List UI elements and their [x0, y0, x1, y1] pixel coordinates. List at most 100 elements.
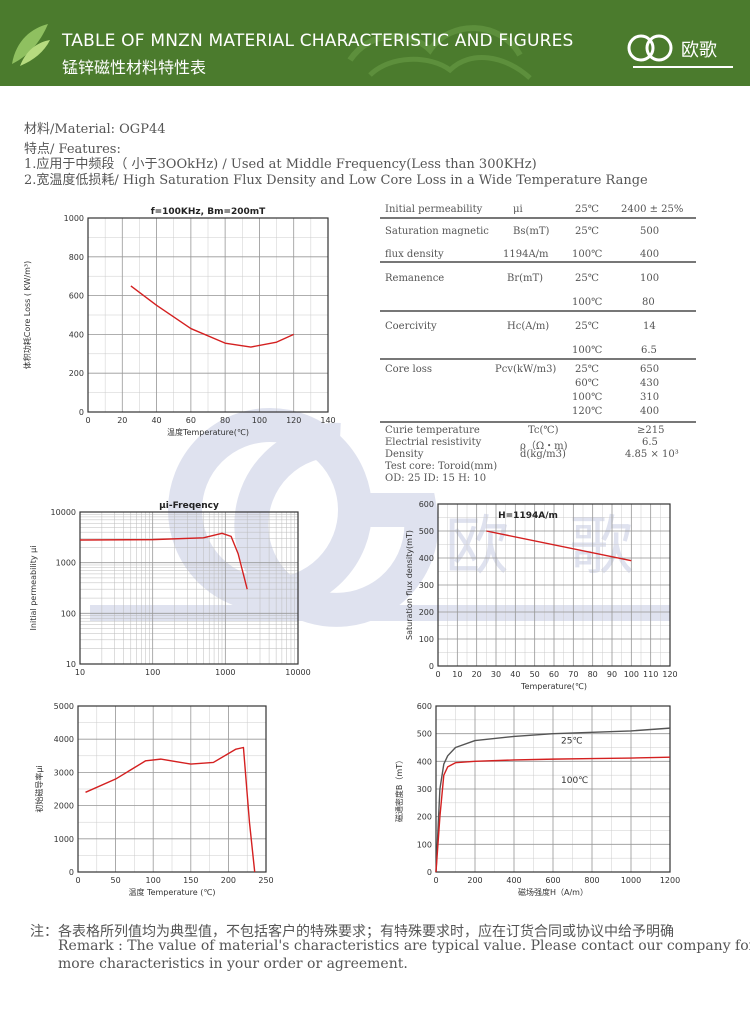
x-tick-label: 100: [145, 668, 160, 677]
y-tick-label: 2000: [54, 802, 74, 811]
saturation-flux-chart: 0 10 20 30 40 50 60 70 80 90 100 110 120 0 100 200 300 40…: [405, 500, 678, 691]
plot-frame: [87, 217, 329, 413]
bh-curve-chart: 0 200 400 600 800 1000 1200 0 100 200 300 400 500 600…: [394, 702, 680, 897]
permeability-frequency-chart: 10 100 1000 10000 10 100 1000 10000 μi-Freqency I…: [29, 501, 311, 677]
y-tick-label: 5000: [54, 702, 74, 711]
prop-row-temp: 25℃: [575, 273, 599, 284]
feature-2: 2.宽温度低损耗/ High Saturation Flux Density a…: [24, 173, 648, 188]
x-tick-label: 100: [146, 876, 161, 885]
x-tick-label: 10000: [285, 668, 310, 677]
prop-extra-value: ≥215: [637, 425, 665, 436]
y-tick-label: 100: [417, 840, 432, 849]
prop-row-value: 2400 ± 25%: [621, 204, 684, 215]
x-tick-label: 0: [85, 416, 90, 425]
y-tick-label: 600: [419, 500, 434, 509]
x-tick-label: 150: [183, 876, 198, 885]
x-axis-label: 温度 Temperature (℃): [129, 887, 216, 897]
features-label: 特点/ Features:: [24, 142, 121, 157]
x-tick-label: 10: [75, 668, 85, 677]
y-tick-label: 200: [417, 813, 432, 822]
prop-extra-symbol: d(kg/m3): [520, 449, 566, 460]
y-tick-label: 100: [419, 635, 434, 644]
y-tick-label: 300: [417, 785, 432, 794]
y-axis-label: 体积功耗Core Loss ( KW/m³): [22, 261, 32, 370]
core-loss-chart: 0 20 40 60 80 100 120 140 0 200 400 600 800 1000 f=100…: [22, 207, 336, 437]
y-tick-label: 0: [429, 662, 434, 671]
bamboo-leaf-icon: [12, 24, 50, 66]
prop-row-value: 6.5: [641, 345, 657, 356]
x-tick-label: 20: [472, 670, 482, 679]
series-line: [130, 285, 295, 348]
core-dimensions: OD: 25 ID: 15 H: 10: [385, 473, 487, 484]
prop-row-value: 14: [643, 321, 656, 332]
prop-row-value: 310: [640, 392, 660, 403]
series-label: 100℃: [561, 776, 588, 786]
x-tick-label: 400: [506, 876, 521, 885]
prop-extra-name: Electrial resistivity: [385, 437, 482, 448]
x-axis-label: Temperature(℃): [520, 682, 587, 691]
y-tick-label: 0: [427, 868, 432, 877]
prop-row-temp: 25℃: [575, 364, 599, 375]
prop-extra-name: Density: [385, 449, 424, 460]
prop-row-name: Initial permeability: [385, 204, 483, 215]
x-tick-label: 140: [320, 416, 335, 425]
prop-row-value: 500: [640, 226, 660, 237]
series-line: [486, 530, 632, 562]
x-tick-label: 90: [607, 670, 617, 679]
prop-row-symbol: Pcv(kW/m3): [495, 364, 557, 375]
series-line: [85, 746, 256, 873]
prop-row-name: Core loss: [385, 364, 433, 375]
material-label: 材料/Material: OGP44: [24, 122, 166, 137]
y-tick-label: 400: [69, 330, 84, 339]
y-tick-label: 10: [66, 660, 76, 669]
prop-row-symbol: Br(mT): [507, 273, 544, 284]
chart-title: f=100KHz, Bm=200mT: [151, 207, 266, 217]
chart-title: μi-Freqency: [159, 501, 219, 511]
x-tick-label: 120: [662, 670, 677, 679]
prop-row-value: 650: [640, 364, 660, 375]
y-tick-label: 4000: [54, 735, 74, 744]
x-tick-label: 200: [467, 876, 482, 885]
y-axis-label: Initial permeability μi: [29, 546, 38, 631]
x-tick-label: 250: [258, 876, 273, 885]
x-tick-label: 10: [452, 670, 462, 679]
prop-row-symbol: Hc(A/m): [507, 321, 550, 332]
y-axis-label: 初始磁导率μi: [34, 765, 44, 812]
plot-frame: [77, 705, 267, 873]
logo: 欧歌: [625, 28, 737, 74]
prop-extra-value: 6.5: [642, 437, 658, 448]
prop-row-value: 400: [640, 249, 660, 260]
test-core: Test core: Toroid(mm): [385, 461, 498, 472]
y-tick-label: 300: [419, 581, 434, 590]
y-tick-label: 100: [61, 609, 76, 618]
y-tick-label: 1000: [54, 835, 74, 844]
header-banner: TABLE OF MNZN MATERIAL CHARACTERISTIC AN…: [0, 0, 750, 86]
x-tick-label: 60: [549, 670, 559, 679]
x-tick-label: 0: [435, 670, 440, 679]
y-tick-label: 1000: [64, 214, 84, 223]
plot-frame: [437, 503, 671, 667]
y-tick-label: 600: [417, 702, 432, 711]
x-tick-label: 600: [545, 876, 560, 885]
note-cn: 注：各表格所列值均为典型值，不包括客户的特殊要求；有特殊要求时，应在订货合同或协…: [30, 924, 674, 940]
prop-row-temp: 25℃: [575, 321, 599, 332]
chart-title: H=1194A/m: [498, 511, 558, 521]
x-tick-label: 1000: [621, 876, 641, 885]
brand-name: 欧歌: [681, 40, 717, 61]
y-tick-label: 500: [419, 527, 434, 536]
prop-row-temp: 100℃: [572, 392, 603, 403]
x-tick-label: 20: [117, 416, 127, 425]
y-tick-label: 400: [417, 757, 432, 766]
x-tick-label: 1200: [660, 876, 680, 885]
x-tick-label: 40: [510, 670, 520, 679]
prop-row-symbol: 1194A/m: [503, 249, 549, 260]
x-tick-label: 200: [221, 876, 236, 885]
series-line: [435, 756, 671, 873]
prop-extra-value: 4.85 × 10³: [625, 449, 679, 460]
feature-1: 1.应用于中频段（ 小于3OOkHz) / Used at Middle Fre…: [24, 157, 537, 172]
y-tick-label: 3000: [54, 768, 74, 777]
y-axis-label: Saturation flux density(mT): [405, 530, 414, 640]
x-tick-label: 0: [433, 876, 438, 885]
plot-frame: [79, 511, 299, 665]
y-tick-label: 10000: [51, 508, 76, 517]
